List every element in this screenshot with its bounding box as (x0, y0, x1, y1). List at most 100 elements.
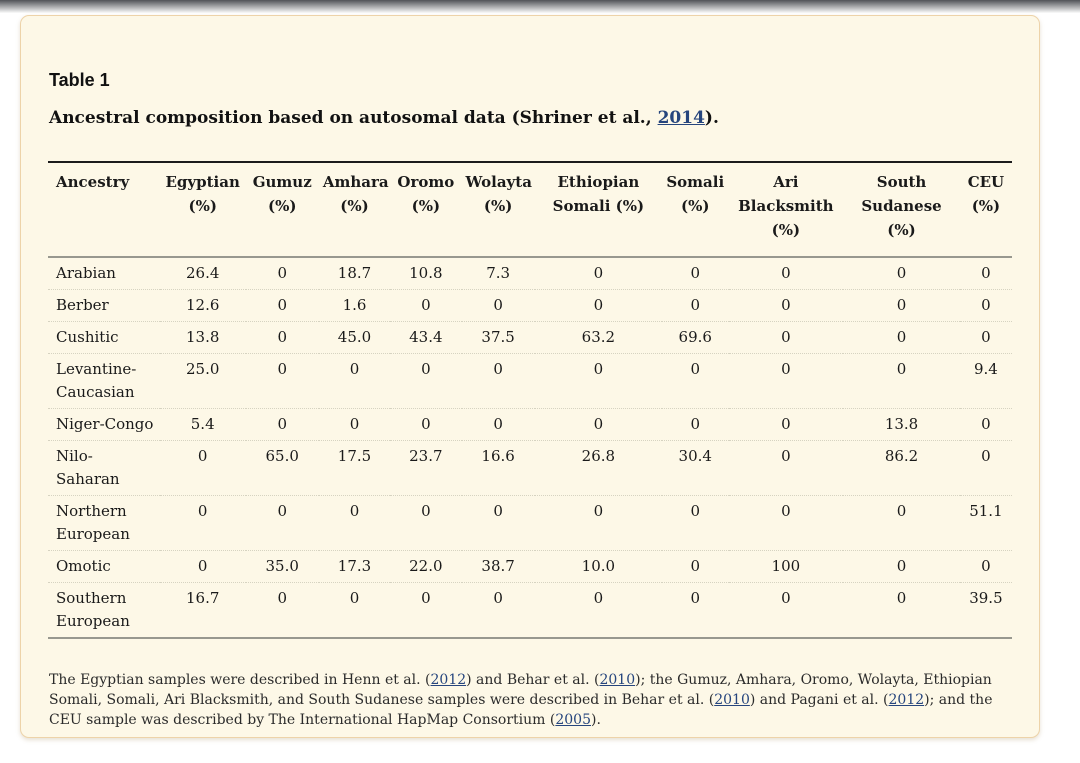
value-cell: 16.6 (461, 440, 535, 496)
value-cell: 9.4 (959, 353, 1012, 409)
value-cell: 0 (661, 257, 729, 290)
value-cell: 1.6 (318, 289, 391, 322)
value-cell: 0 (593, 589, 604, 607)
column-header: South Sudanese (%) (843, 162, 960, 258)
value-cell: 39.5 (969, 589, 1003, 607)
value-cell: 51.1 (959, 495, 1012, 551)
value-cell: 0 (318, 408, 391, 441)
value-cell: 13.8 (159, 321, 246, 354)
table-row: Berber 12.6 0 1.6 0 0 0 0 0 0 0 (48, 289, 1012, 322)
value-cell: 0 (461, 353, 535, 409)
column-header: Ethiopian Somali (%) (534, 162, 662, 258)
column-header: Amhara (%) (318, 162, 391, 258)
value-cell: 0 (728, 495, 844, 551)
value-cell: 22.0 (390, 550, 462, 583)
value-cell: 0 (661, 550, 729, 583)
value-cell: 0 (493, 589, 503, 607)
ancestry-table: Ancestry Egyptian (%) Gumuz (%) Amhara (%) O… (48, 161, 1012, 639)
table-row: Niger-Congo 5.4 0 0 0 0 0 0 0 13.8 0 (48, 408, 1012, 441)
value-cell: 0 (318, 353, 391, 409)
value-cell: 38.7 (461, 550, 535, 583)
value-cell: 0 (159, 440, 246, 496)
value-cell: 0 (843, 257, 960, 290)
value-cell: 0 (245, 408, 319, 441)
value-cell: 0 (245, 321, 319, 354)
citation-link[interactable]: 2010 (599, 672, 636, 688)
table-caption: Ancestral composition based on autosomal… (49, 108, 719, 128)
value-cell: 10.0 (534, 550, 662, 583)
value-cell: 7.3 (461, 257, 535, 290)
table-row: Omotic 0 35.0 17.3 22.0 38.7 10.0 0 100 0 0 (48, 550, 1012, 583)
ancestry-cell: Arabian (48, 257, 160, 290)
citation-link[interactable]: 2005 (555, 712, 591, 728)
citation-link[interactable]: 2012 (430, 672, 467, 688)
column-header: Somali (%) (661, 162, 729, 258)
value-cell: 0 (959, 257, 1012, 290)
value-cell: 0 (534, 257, 662, 290)
value-cell: 0 (534, 289, 662, 322)
value-cell: 0 (534, 353, 662, 409)
column-header: Wolayta (%) (461, 162, 535, 258)
table-row: Southern European 16.7 0 0 0 0 0 0 0 0 39.5 (48, 583, 1012, 639)
value-cell: 86.2 (843, 440, 960, 496)
column-header: Ancestry (48, 162, 160, 258)
value-cell: 0 (843, 353, 960, 409)
value-cell: 43.4 (390, 321, 462, 354)
citation-link[interactable]: 2014 (657, 108, 705, 128)
value-cell: 0 (728, 440, 844, 496)
table-footnote: The Egyptian samples were described in H… (49, 672, 993, 728)
value-cell: 0 (461, 495, 535, 551)
column-header: CEU (%) (959, 162, 1012, 258)
value-cell: 0 (690, 589, 701, 607)
value-cell: 0 (728, 289, 844, 322)
value-cell: 25.0 (159, 353, 246, 409)
ancestry-cell: Nilo-Saharan (48, 440, 160, 496)
value-cell: 0 (245, 495, 319, 551)
value-cell: 17.3 (318, 550, 391, 583)
value-cell: 16.7 (186, 589, 220, 607)
value-cell: 0 (318, 495, 391, 551)
ancestry-cell: Cushitic (48, 321, 160, 354)
value-cell: 5.4 (159, 408, 246, 441)
value-cell: 0 (661, 408, 729, 441)
citation-link[interactable]: 2010 (714, 692, 750, 708)
value-cell: 0 (843, 321, 960, 354)
value-cell: 0 (390, 289, 462, 322)
value-cell: 0 (781, 589, 791, 607)
value-cell: 0 (461, 408, 535, 441)
value-cell: 0 (159, 495, 246, 551)
value-cell: 0 (534, 408, 662, 441)
value-cell: 26.4 (159, 257, 246, 290)
column-header: Egyptian (%) (159, 162, 246, 258)
value-cell: 0 (843, 550, 960, 583)
value-cell: 0 (728, 321, 844, 354)
value-cell: 0 (534, 495, 662, 551)
ancestry-cell: Omotic (48, 550, 160, 583)
value-cell: 12.6 (159, 289, 246, 322)
value-cell: 0 (277, 589, 287, 607)
value-cell: 0 (245, 289, 319, 322)
value-cell: 23.7 (390, 440, 462, 496)
value-cell: 17.5 (318, 440, 391, 496)
citation-link[interactable]: 2012 (888, 692, 925, 708)
ancestry-cell: Berber (48, 289, 160, 322)
value-cell: 10.8 (390, 257, 462, 290)
table-label: Table 1 (49, 70, 110, 90)
value-cell: 69.6 (661, 321, 729, 354)
value-cell: 26.8 (534, 440, 662, 496)
value-cell: 0 (661, 289, 729, 322)
table-row: Northern European 0 0 0 0 0 0 0 0 0 51.1 (48, 495, 1012, 551)
value-cell: 100 (728, 550, 844, 583)
value-cell: 18.7 (318, 257, 391, 290)
value-cell: 65.0 (245, 440, 319, 496)
top-gradient (0, 0, 1080, 14)
value-cell: 37.5 (461, 321, 535, 354)
value-cell: 13.8 (843, 408, 960, 441)
value-cell: 0 (728, 408, 844, 441)
value-cell: 45.0 (318, 321, 391, 354)
table-row: Arabian 26.4 0 18.7 10.8 7.3 0 0 0 0 0 (48, 257, 1012, 290)
value-cell: 0 (896, 589, 907, 607)
value-cell: 30.4 (661, 440, 729, 496)
value-cell: 0 (959, 408, 1012, 441)
